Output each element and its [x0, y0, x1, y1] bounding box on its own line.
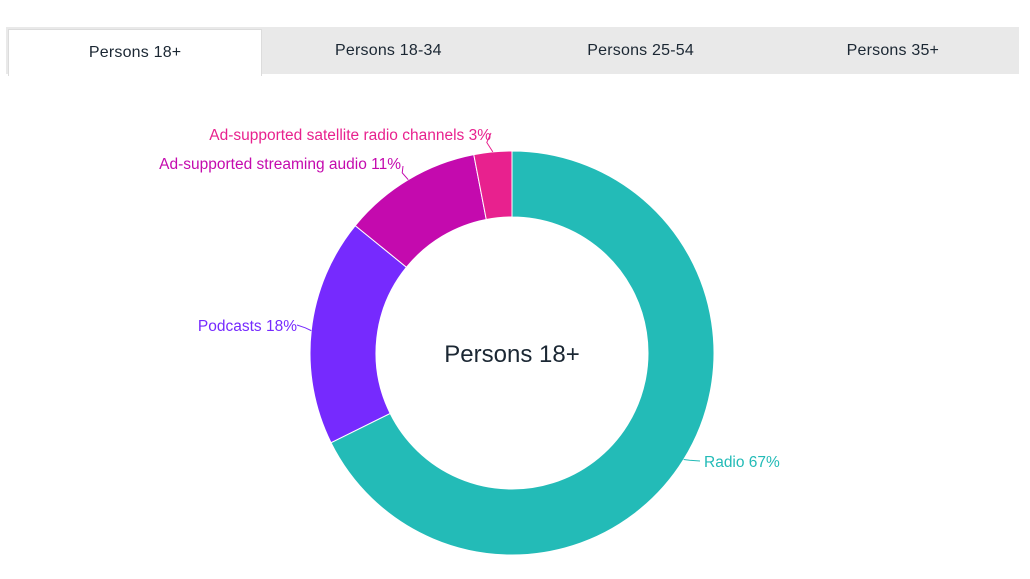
label-streaming-audio: Ad-supported streaming audio 11% [159, 156, 401, 173]
tab-persons-18-34[interactable]: Persons 18-34 [335, 41, 442, 59]
audience-tabs: Persons 18+ Persons 18-34 Persons 25-54 … [6, 27, 1019, 76]
label-radio: Radio 67% [704, 454, 780, 471]
tab-persons-18-plus[interactable]: Persons 18+ [8, 29, 263, 76]
leader-line-podcasts [296, 324, 312, 332]
slice-radio[interactable] [330, 150, 715, 556]
donut-slices [309, 150, 715, 556]
donut-center-label: Persons 18+ [444, 341, 579, 368]
leader-line-streaming-audio [401, 165, 409, 181]
slice-satellite-radio[interactable] [473, 150, 513, 221]
label-satellite-radio: Ad-supported satellite radio channels 3% [209, 127, 491, 144]
slice-podcasts[interactable] [309, 224, 408, 444]
leader-line-satellite-radio [486, 132, 494, 153]
leader-line-radio [683, 459, 701, 462]
label-podcasts: Podcasts 18% [198, 318, 297, 335]
tab-persons-25-54[interactable]: Persons 25-54 [587, 41, 694, 59]
tab-persons-35-plus[interactable]: Persons 35+ [846, 41, 940, 59]
